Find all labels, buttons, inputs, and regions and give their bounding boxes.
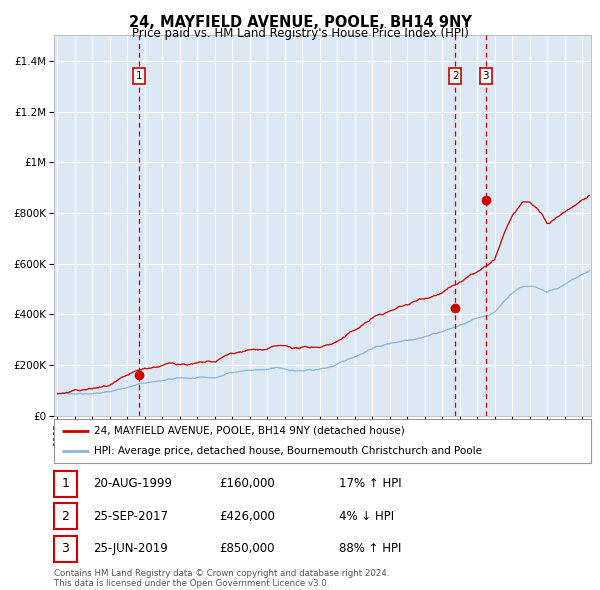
Text: Price paid vs. HM Land Registry's House Price Index (HPI): Price paid vs. HM Land Registry's House …	[131, 27, 469, 40]
Text: 1: 1	[61, 477, 70, 490]
Text: 3: 3	[482, 71, 489, 81]
Text: 2: 2	[452, 71, 458, 81]
Text: £160,000: £160,000	[219, 477, 275, 490]
Text: 25-JUN-2019: 25-JUN-2019	[93, 542, 168, 555]
Text: 24, MAYFIELD AVENUE, POOLE, BH14 9NY (detached house): 24, MAYFIELD AVENUE, POOLE, BH14 9NY (de…	[94, 426, 405, 436]
Text: £850,000: £850,000	[219, 542, 275, 555]
Text: 25-SEP-2017: 25-SEP-2017	[93, 510, 168, 523]
Text: 3: 3	[61, 542, 70, 555]
Text: 2: 2	[61, 510, 70, 523]
Text: 4% ↓ HPI: 4% ↓ HPI	[339, 510, 394, 523]
Text: Contains HM Land Registry data © Crown copyright and database right 2024.
This d: Contains HM Land Registry data © Crown c…	[54, 569, 389, 588]
Text: HPI: Average price, detached house, Bournemouth Christchurch and Poole: HPI: Average price, detached house, Bour…	[94, 446, 482, 456]
Text: 17% ↑ HPI: 17% ↑ HPI	[339, 477, 401, 490]
Text: £426,000: £426,000	[219, 510, 275, 523]
Text: 88% ↑ HPI: 88% ↑ HPI	[339, 542, 401, 555]
Text: 1: 1	[136, 71, 142, 81]
Text: 24, MAYFIELD AVENUE, POOLE, BH14 9NY: 24, MAYFIELD AVENUE, POOLE, BH14 9NY	[128, 15, 472, 30]
Text: 20-AUG-1999: 20-AUG-1999	[93, 477, 172, 490]
